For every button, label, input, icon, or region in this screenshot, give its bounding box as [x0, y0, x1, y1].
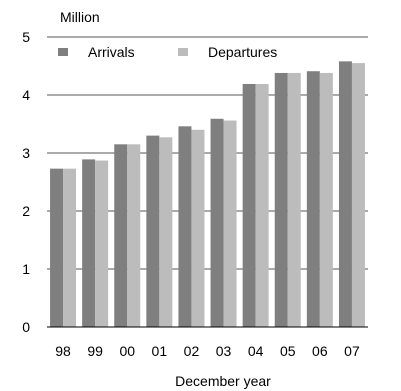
x-tick-label: 99 — [87, 343, 103, 359]
legend-swatch-departures — [178, 48, 188, 56]
bar-departures-98 — [63, 168, 77, 327]
bar-arrivals-99 — [82, 159, 96, 327]
x-tick-label: 01 — [152, 343, 168, 359]
x-tick-labels: 98 99 00 01 02 03 04 05 06 07 — [55, 343, 360, 359]
legend-label-arrivals: Arrivals — [88, 44, 135, 60]
legend: Arrivals Departures — [58, 44, 277, 60]
bar-departures-03 — [223, 120, 237, 328]
bar-arrivals-02 — [178, 126, 192, 327]
x-tick-label: 05 — [280, 343, 296, 359]
bar-arrivals-06 — [306, 71, 320, 327]
bar-departures-05 — [287, 72, 301, 328]
bar-departures-06 — [319, 72, 333, 328]
bar-departures-04 — [255, 83, 269, 327]
y-tick-labels: 0 1 2 3 4 5 — [22, 29, 30, 335]
bar-arrivals-04 — [242, 83, 256, 327]
y-unit-label: Million — [60, 9, 100, 25]
bar-departures-02 — [191, 129, 205, 327]
y-tick-label: 1 — [22, 261, 30, 277]
bar-departures-00 — [127, 144, 141, 327]
x-tick-label: 00 — [119, 343, 135, 359]
x-tick-label: 06 — [312, 343, 328, 359]
bar-arrivals-01 — [146, 135, 160, 327]
y-tick-label: 2 — [22, 203, 30, 219]
bar-departures-99 — [95, 160, 109, 327]
bar-arrivals-00 — [114, 144, 128, 327]
x-tick-label: 98 — [55, 343, 71, 359]
y-tick-label: 0 — [22, 319, 30, 335]
legend-swatch-arrivals — [58, 48, 68, 56]
bar-arrivals-07 — [338, 61, 352, 328]
x-axis-label: December year — [175, 373, 271, 389]
y-tick-label: 5 — [22, 29, 30, 45]
x-tick-label: 07 — [344, 343, 360, 359]
bar-arrivals-03 — [210, 118, 224, 327]
x-tick-label: 03 — [216, 343, 232, 359]
bar-arrivals-98 — [50, 168, 64, 327]
legend-label-departures: Departures — [208, 44, 277, 60]
bar-arrivals-05 — [274, 72, 288, 328]
x-tick-label: 02 — [184, 343, 200, 359]
bar-departures-07 — [351, 63, 365, 327]
y-tick-label: 3 — [22, 145, 30, 161]
y-tick-label: 4 — [22, 87, 30, 103]
bar-departures-01 — [159, 137, 173, 327]
x-tick-label: 04 — [248, 343, 264, 359]
bars — [50, 61, 365, 328]
